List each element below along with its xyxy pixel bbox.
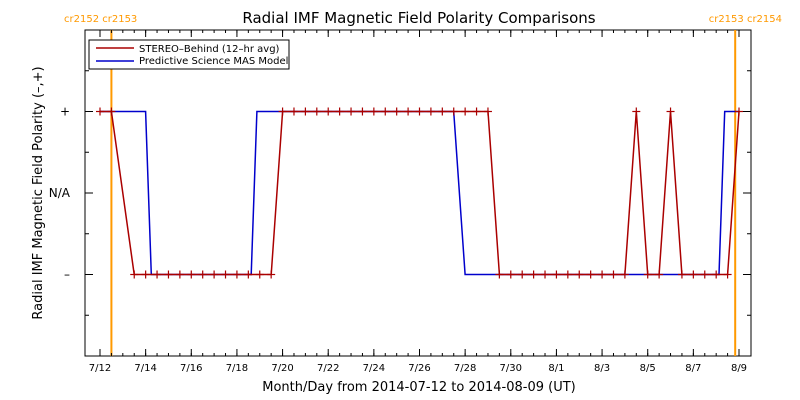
data-point: [689, 270, 698, 279]
data-point: [529, 270, 538, 279]
legend-box: [88, 39, 290, 70]
x-tick-label: 7/26: [408, 363, 430, 374]
data-point: [666, 107, 675, 116]
data-point: [278, 107, 287, 116]
data-point: [221, 270, 230, 279]
carrington-rotation-labels: cr2152 cr2153 cr2153 cr2154: [64, 14, 782, 25]
data-point: [472, 107, 481, 116]
data-point: [187, 270, 196, 279]
x-tick-label: 7/18: [226, 363, 248, 374]
x-tick-label: 8/5: [640, 363, 656, 374]
data-point: [96, 107, 104, 116]
y-tick-label: –: [64, 268, 70, 282]
x-tick-label: 8/7: [685, 363, 701, 374]
data-point: [392, 107, 401, 116]
data-point: [700, 270, 709, 279]
data-point: [620, 270, 629, 279]
data-point: [598, 270, 607, 279]
carrington-label: cr2153 cr2154: [709, 14, 782, 25]
y-axis-ticks: – N/A +: [49, 29, 751, 357]
x-tick-label: 8/3: [594, 363, 610, 374]
data-point: [655, 270, 664, 279]
data-point: [712, 270, 721, 279]
data-point: [244, 270, 253, 279]
x-tick-label: 7/14: [134, 363, 156, 374]
chart-title: Radial IMF Magnetic Field Polarity Compa…: [242, 9, 595, 27]
data-point: [210, 270, 219, 279]
data-point: [723, 270, 732, 279]
legend-label-mas-model: Predictive Science MAS Model: [139, 56, 288, 67]
x-tick-label: 7/24: [363, 363, 385, 374]
data-point: [301, 107, 310, 116]
data-point: [198, 270, 207, 279]
data-point: [643, 270, 652, 279]
x-axis-ticks: 7/12 7/14 7/16 7/18 7/20 7/22 7/24 7/26 7/28 7/30…: [89, 30, 747, 374]
data-point: [267, 270, 276, 279]
data-point: [347, 107, 356, 116]
data-point: [335, 107, 344, 116]
data-point: [609, 270, 618, 279]
carrington-label: cr2152 cr2153: [64, 14, 137, 25]
x-tick-label: 7/30: [500, 363, 522, 374]
data-point: [415, 107, 424, 116]
carrington-rotation-lines: [110, 30, 737, 356]
data-point: [312, 107, 321, 116]
data-point: [141, 270, 150, 279]
data-point: [506, 270, 515, 279]
data-point: [107, 107, 116, 116]
data-point: [563, 270, 572, 279]
data-point: [438, 107, 447, 116]
data-point: [426, 107, 435, 116]
data-point: [404, 107, 413, 116]
series-layer: [96, 107, 743, 279]
data-point: [495, 270, 504, 279]
data-point: [369, 107, 378, 116]
data-point: [153, 270, 162, 279]
data-point: [358, 107, 367, 116]
x-tick-label: 8/9: [731, 363, 747, 374]
data-point: [483, 107, 492, 116]
data-point: [232, 270, 241, 279]
data-point: [449, 107, 458, 116]
data-point: [175, 270, 184, 279]
data-point: [164, 270, 173, 279]
y-axis-label: Radial IMF Magnetic Field Polarity (–,+): [31, 66, 46, 319]
x-tick-label: 7/12: [89, 363, 111, 374]
data-point: [324, 107, 333, 116]
x-axis-label: Month/Day from 2014-07-12 to 2014-08-09 …: [262, 380, 575, 395]
x-tick-label: 7/22: [317, 363, 339, 374]
data-point: [541, 270, 550, 279]
data-point: [632, 107, 641, 116]
data-point: [289, 107, 298, 116]
data-point: [130, 270, 139, 279]
data-point: [518, 270, 527, 279]
legend-label-stereo-behind: STEREO–Behind (12–hr avg): [139, 44, 280, 55]
x-tick-label: 7/20: [271, 363, 293, 374]
data-point: [255, 270, 264, 279]
x-tick-label: 7/28: [454, 363, 476, 374]
legend: STEREO–Behind (12–hr avg) Predictive Sci…: [88, 39, 290, 70]
y-tick-label: +: [60, 105, 70, 119]
x-tick-label: 7/16: [180, 363, 202, 374]
data-point: [677, 270, 686, 279]
data-point: [552, 270, 561, 279]
data-point: [735, 107, 743, 116]
data-point: [461, 107, 470, 116]
x-tick-label: 8/1: [548, 363, 564, 374]
y-tick-label: N/A: [49, 186, 71, 200]
data-point: [586, 270, 595, 279]
data-point: [381, 107, 390, 116]
data-point: [575, 270, 584, 279]
